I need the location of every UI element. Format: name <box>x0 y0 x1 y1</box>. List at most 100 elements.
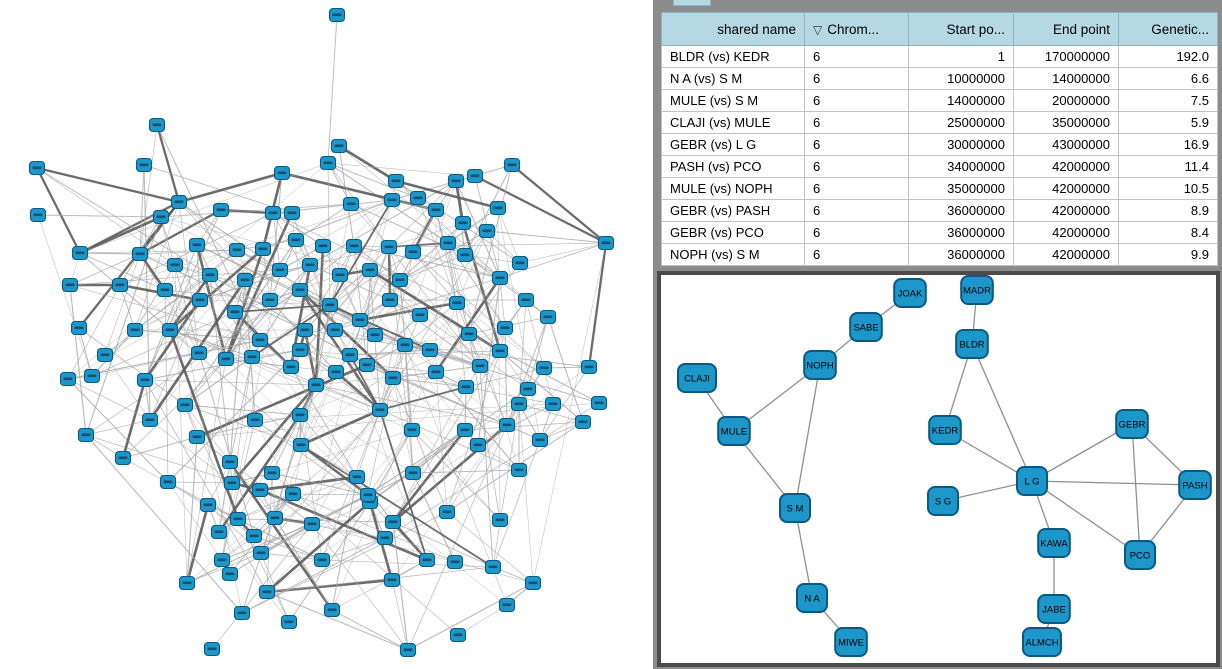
network-edge[interactable] <box>447 242 520 471</box>
network-edge[interactable] <box>486 230 607 244</box>
network-edge[interactable] <box>435 209 470 335</box>
network-edge[interactable] <box>67 162 329 380</box>
table-cell[interactable]: NOPH (vs) S M <box>661 243 805 266</box>
network-node[interactable] <box>263 465 281 481</box>
network-edge[interactable] <box>309 180 457 266</box>
network-edge[interactable] <box>119 284 136 331</box>
network-node[interactable] <box>148 117 166 133</box>
network-edge[interactable] <box>144 379 268 593</box>
network-edge[interactable] <box>290 366 358 478</box>
table-tab[interactable] <box>673 0 711 6</box>
network-edge[interactable] <box>236 249 292 368</box>
table-cell[interactable]: 42000000 <box>1013 243 1119 266</box>
network-node[interactable] <box>213 552 231 568</box>
network-edge[interactable] <box>144 379 317 386</box>
network-node[interactable] <box>264 205 282 221</box>
network-edge[interactable] <box>184 356 253 406</box>
network-edge[interactable] <box>366 364 437 373</box>
table-cell[interactable]: 10.5 <box>1118 177 1218 200</box>
network-edge[interactable] <box>299 349 381 411</box>
network-edge[interactable] <box>497 207 501 521</box>
network-edge[interactable] <box>412 469 520 474</box>
network-edge[interactable] <box>196 402 600 438</box>
network-node[interactable] <box>284 486 302 502</box>
table-cell[interactable]: 11.4 <box>1118 155 1218 178</box>
network-node[interactable] <box>136 372 154 388</box>
network-edge[interactable] <box>499 277 506 329</box>
network-node[interactable] <box>348 469 366 485</box>
network-edge[interactable] <box>349 279 401 356</box>
network-edge[interactable] <box>315 199 393 386</box>
network-edge[interactable] <box>391 579 409 651</box>
network-node[interactable] <box>341 347 359 363</box>
table-cell[interactable]: 5.9 <box>1118 111 1218 134</box>
network-node[interactable] <box>427 202 445 218</box>
network-node[interactable] <box>161 322 179 338</box>
network-node[interactable] <box>273 165 291 181</box>
network-edge[interactable] <box>309 264 391 301</box>
network-edge[interactable] <box>184 404 302 446</box>
network-node[interactable] <box>292 437 310 453</box>
network-node[interactable] <box>460 326 478 342</box>
network-edge[interactable] <box>178 201 337 373</box>
network-edge[interactable] <box>519 242 607 264</box>
network-edge[interactable] <box>160 203 352 218</box>
network-edge[interactable] <box>465 386 554 405</box>
column-header-startpo[interactable]: Start po... <box>908 12 1014 46</box>
network-node[interactable] <box>77 427 95 443</box>
network-edge[interactable] <box>518 403 534 584</box>
table-cell[interactable]: 20000000 <box>1013 89 1119 112</box>
table-row[interactable]: PASH (vs) PCO 6 34000000 42000000 11.4 <box>661 155 1218 178</box>
network-edge[interactable] <box>78 327 93 377</box>
network-node[interactable] <box>383 572 401 588</box>
network-edge[interactable] <box>272 212 458 304</box>
table-cell[interactable]: 35000000 <box>1013 111 1119 134</box>
table-cell[interactable]: N A (vs) S M <box>661 67 805 90</box>
network-node[interactable] <box>421 342 439 358</box>
network-node[interactable] <box>291 282 309 298</box>
network-edge[interactable] <box>225 358 369 496</box>
network-node[interactable] <box>176 397 194 413</box>
network-edge[interactable] <box>67 284 121 380</box>
table-cell[interactable]: 35000000 <box>908 177 1014 200</box>
network-edge[interactable] <box>392 424 508 523</box>
network-edge[interactable] <box>224 212 294 360</box>
network-edge[interactable] <box>271 472 459 636</box>
network-edge[interactable] <box>139 249 238 255</box>
network-edge[interactable] <box>207 504 323 561</box>
network-edge[interactable] <box>327 162 476 177</box>
table-row[interactable]: GEBR (vs) PCO 6 36000000 42000000 8.4 <box>661 221 1218 244</box>
network-edge[interactable] <box>412 251 458 304</box>
table-cell[interactable]: 42000000 <box>1013 199 1119 222</box>
network-node-SABE[interactable]: SABE <box>849 312 883 342</box>
network-node[interactable] <box>271 262 289 278</box>
network-node[interactable] <box>469 437 487 453</box>
network-edge[interactable] <box>388 242 449 248</box>
network-edge[interactable] <box>186 358 227 584</box>
network-edge[interactable] <box>79 252 141 255</box>
network-node[interactable] <box>210 524 228 540</box>
network-edge[interactable] <box>266 566 494 593</box>
filtered-network-canvas[interactable]: JOAK MADR SABE BLDR NOPH CLAJI MULE KEDR GEBR L G… <box>661 275 1216 663</box>
column-header-sharedname[interactable]: shared name <box>661 12 805 46</box>
network-node[interactable] <box>399 642 417 658</box>
network-node[interactable] <box>291 407 309 423</box>
network-edge[interactable] <box>353 245 501 279</box>
table-cell[interactable]: 6 <box>804 199 909 222</box>
network-edge[interactable] <box>464 254 521 264</box>
network-edge[interactable] <box>291 212 301 291</box>
network-node[interactable] <box>71 245 89 261</box>
network-edge[interactable] <box>36 167 211 276</box>
table-cell[interactable]: 6 <box>804 177 909 200</box>
network-node[interactable] <box>351 312 369 328</box>
network-edge[interactable] <box>392 377 466 431</box>
network-edge[interactable] <box>389 299 481 367</box>
network-node[interactable] <box>491 270 509 286</box>
network-edge[interactable] <box>69 284 87 436</box>
network-edge[interactable] <box>199 264 311 301</box>
network-edge[interactable] <box>139 164 145 255</box>
network-edge[interactable] <box>178 201 238 251</box>
network-node[interactable] <box>411 307 429 323</box>
network-node[interactable] <box>266 510 284 526</box>
network-edge-LG-PASH[interactable] <box>1031 480 1196 486</box>
